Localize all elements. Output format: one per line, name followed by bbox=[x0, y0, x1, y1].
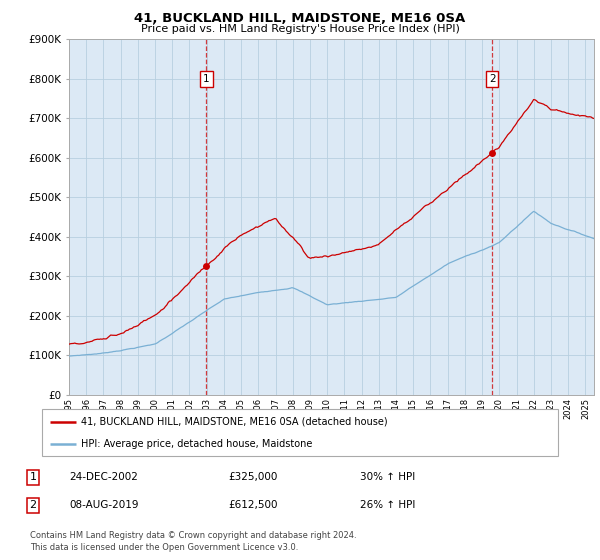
Text: 1: 1 bbox=[203, 74, 209, 83]
Text: £325,000: £325,000 bbox=[228, 472, 277, 482]
Text: 2: 2 bbox=[489, 74, 496, 83]
FancyBboxPatch shape bbox=[42, 409, 558, 456]
Text: 08-AUG-2019: 08-AUG-2019 bbox=[69, 500, 139, 510]
Text: 2: 2 bbox=[29, 500, 37, 510]
Text: 41, BUCKLAND HILL, MAIDSTONE, ME16 0SA: 41, BUCKLAND HILL, MAIDSTONE, ME16 0SA bbox=[134, 12, 466, 25]
Text: 26% ↑ HPI: 26% ↑ HPI bbox=[360, 500, 415, 510]
Text: 30% ↑ HPI: 30% ↑ HPI bbox=[360, 472, 415, 482]
Text: Price paid vs. HM Land Registry's House Price Index (HPI): Price paid vs. HM Land Registry's House … bbox=[140, 24, 460, 34]
Text: 1: 1 bbox=[29, 472, 37, 482]
Text: 41, BUCKLAND HILL, MAIDSTONE, ME16 0SA (detached house): 41, BUCKLAND HILL, MAIDSTONE, ME16 0SA (… bbox=[80, 417, 388, 427]
Text: 24-DEC-2002: 24-DEC-2002 bbox=[69, 472, 138, 482]
Text: Contains HM Land Registry data © Crown copyright and database right 2024.
This d: Contains HM Land Registry data © Crown c… bbox=[30, 531, 356, 552]
Text: HPI: Average price, detached house, Maidstone: HPI: Average price, detached house, Maid… bbox=[80, 438, 312, 449]
Text: £612,500: £612,500 bbox=[228, 500, 277, 510]
